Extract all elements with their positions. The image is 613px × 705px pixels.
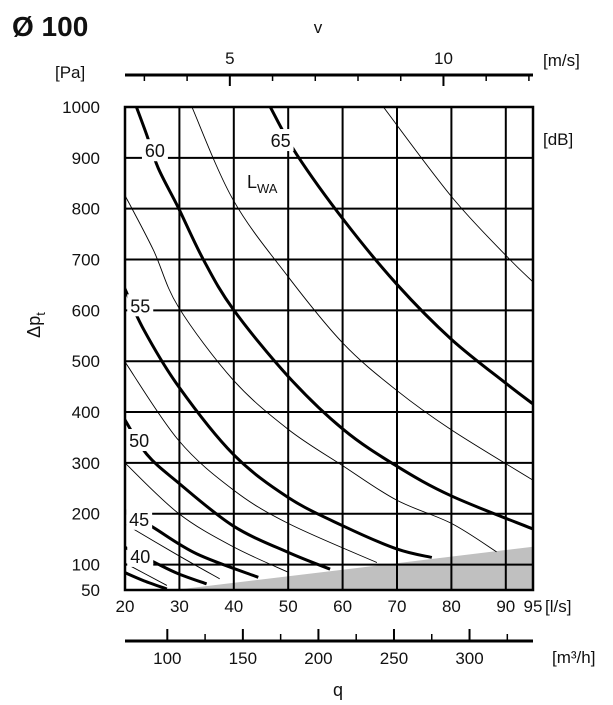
x2-axis-unit: [m³/h] (552, 648, 595, 667)
y-axis-unit: [Pa] (55, 63, 85, 82)
x-axis-label: q (333, 680, 343, 700)
curve-label-background (127, 544, 154, 567)
curve-intermediate (125, 361, 378, 563)
top-axis-unit: [m/s] (543, 51, 580, 70)
curve-lwa-60 (135, 107, 533, 531)
shaded-region (173, 546, 533, 590)
curve-intermediate (125, 562, 168, 586)
x2-axis-tick-label: 150 (229, 649, 257, 668)
y-axis-label: Δpt (24, 312, 48, 338)
curve-label-60: 60 (145, 141, 165, 161)
series-unit: [dB] (543, 130, 573, 149)
y-tick-label: 600 (72, 301, 100, 320)
curve-label-background (267, 129, 294, 152)
x-tick-label: 30 (170, 597, 189, 616)
x-tick-label: 70 (388, 597, 407, 616)
curve-label-55: 55 (130, 296, 150, 316)
y-tick-label: 700 (72, 251, 100, 270)
x-tick-label: 95 (524, 597, 543, 616)
curve-label-background (126, 507, 153, 530)
x-tick-label: 20 (116, 597, 135, 616)
curve-lwa-65 (268, 107, 533, 406)
curve-intermediate (125, 194, 497, 553)
y-tick-label: 500 (72, 352, 100, 371)
y-tick-label: 50 (81, 581, 100, 600)
curve-label-40: 40 (130, 547, 150, 567)
x-tick-label: 50 (279, 597, 298, 616)
curve-lwa-55 (125, 285, 433, 559)
y-tick-label: 1000 (62, 98, 100, 117)
x2-axis-tick-label: 300 (455, 649, 483, 668)
y-tick-label: 800 (72, 200, 100, 219)
y-tick-label: 400 (72, 403, 100, 422)
curve-label-50: 50 (129, 431, 149, 451)
top-axis-tick-label: 10 (434, 49, 453, 68)
y-tick-label: 100 (72, 556, 100, 575)
curve-intermediate (383, 107, 533, 283)
curve-intermediate (125, 523, 220, 580)
y-tick-label: 900 (72, 149, 100, 168)
curve-lwa (125, 571, 168, 590)
top-axis-tick-label: 5 (225, 49, 234, 68)
curve-label-65: 65 (271, 131, 291, 151)
x-axis-unit: [l/s] (545, 597, 571, 616)
x-tick-label: 90 (496, 597, 515, 616)
y-tick-label: 200 (72, 505, 100, 524)
x-tick-label: 80 (442, 597, 461, 616)
x2-axis-tick-label: 100 (153, 649, 181, 668)
curve-label-background (141, 139, 168, 162)
curve-label-45: 45 (129, 510, 149, 530)
curve-lwa-50 (125, 417, 331, 571)
plot-frame (123, 105, 535, 592)
x2-axis-tick-label: 250 (380, 649, 408, 668)
chart-title: Ø 100 (12, 11, 88, 42)
x2-axis-tick-label: 200 (304, 649, 332, 668)
x-tick-label: 40 (224, 597, 243, 616)
curve-intermediate (191, 107, 533, 481)
curve-intermediate (125, 462, 289, 573)
series-title: LWA (247, 172, 278, 196)
y-tick-label: 300 (72, 454, 100, 473)
curve-label-background (127, 294, 154, 317)
x-tick-label: 60 (333, 597, 352, 616)
top-axis-label: v (314, 18, 323, 37)
curve-label-background (126, 429, 153, 452)
